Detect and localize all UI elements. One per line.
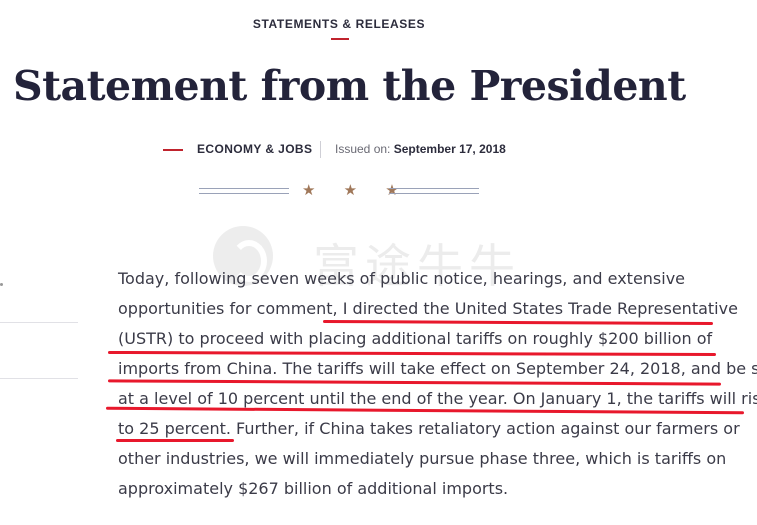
body-line: Today, following seven weeks of public n… [118, 269, 686, 288]
highlight-underline [116, 439, 234, 442]
flourish-divider: ★ ★ ★ [0, 180, 678, 204]
section-label[interactable]: STATEMENTS & RELEASES [252, 17, 426, 31]
watermark: 富途牛牛 [205, 222, 555, 293]
article-body: Today, following seven weeks of public n… [118, 264, 757, 504]
section-label-underline [331, 38, 349, 40]
body-line: (USTR) to proceed with placing additiona… [118, 329, 713, 348]
issued-label: Issued on: [335, 142, 391, 156]
body-line: approximately $267 billion of additional… [118, 479, 509, 498]
body-line: to 25 percent. Further, if China takes r… [118, 419, 740, 438]
issued-info: Issued on: September 17, 2018 [335, 142, 506, 156]
category-dash [163, 149, 183, 151]
meta-row: ECONOMY & JOBS Issued on: September 17, … [0, 141, 678, 159]
watermark-logo-icon [213, 226, 273, 286]
category-link[interactable]: ECONOMY & JOBS [197, 142, 313, 156]
body-line: imports from China. The tariffs will tak… [118, 359, 757, 378]
side-rule [0, 378, 78, 379]
watermark-text: 富途牛牛 [313, 239, 521, 293]
flourish-line-right [389, 188, 479, 194]
page-title: Statement from the President [13, 62, 686, 110]
flourish-line-left [199, 188, 289, 194]
body-line: other industries, we will immediately pu… [118, 449, 727, 468]
body-line: at a level of 10 percent until the end o… [118, 389, 757, 408]
meta-divider [320, 141, 321, 158]
body-line: opportunities for comment, I directed th… [118, 299, 738, 318]
side-mark [0, 283, 3, 286]
stars-icon: ★ ★ ★ [302, 182, 411, 199]
issued-date: September 17, 2018 [393, 142, 506, 156]
side-rule [0, 322, 78, 323]
